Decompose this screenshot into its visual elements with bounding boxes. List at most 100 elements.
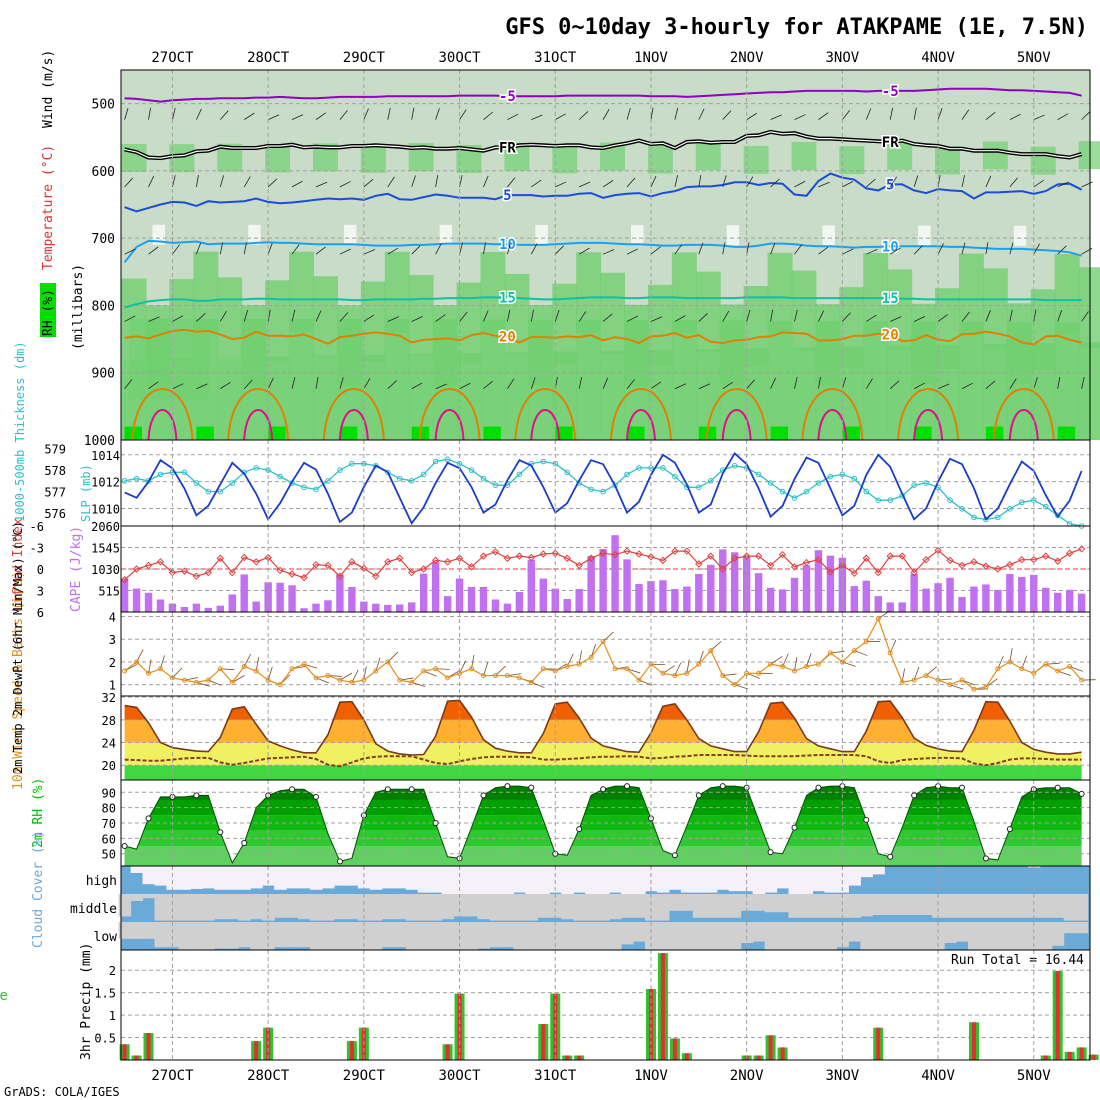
cape-bar	[994, 589, 1002, 612]
li-point	[826, 568, 835, 576]
thickness-point	[193, 480, 200, 486]
wind-barb	[267, 377, 274, 389]
rh-tick-label: 90	[102, 786, 116, 800]
pressure-tick-label: 700	[92, 232, 115, 247]
cloud-clear-cell	[633, 866, 646, 894]
cloud-clear-cell	[381, 894, 395, 920]
rh-band	[1054, 253, 1080, 335]
thickness-point	[731, 463, 738, 469]
panel-frame	[120, 439, 1091, 527]
cloud-clear-cell	[812, 922, 826, 950]
wind-barb	[770, 178, 780, 188]
cloud-clear-cell	[166, 866, 180, 890]
thickness-point	[624, 471, 630, 478]
cloud-clear-cell	[656, 894, 670, 921]
thickness-point	[959, 506, 965, 512]
wind-barb	[865, 108, 872, 120]
date-label-bottom: 5NOV	[1017, 1068, 1051, 1084]
wind10-point	[313, 675, 319, 681]
li-point	[479, 552, 488, 560]
cape-bar	[288, 585, 296, 612]
wind-barb	[842, 312, 851, 322]
wind-barb	[1033, 377, 1038, 389]
li-point	[384, 558, 392, 566]
rh-band	[839, 146, 865, 175]
rh-band-moist	[914, 426, 932, 440]
li-point	[575, 561, 583, 570]
isotherm-label: 15	[882, 291, 899, 307]
thickness-point	[492, 482, 499, 488]
wind-barb	[435, 175, 439, 187]
li-point	[1053, 557, 1062, 565]
li-point	[491, 548, 500, 556]
wind-barb	[435, 314, 446, 322]
cape-bar	[467, 586, 476, 612]
precip-conv-bar	[971, 1022, 976, 1060]
wind-barb	[961, 382, 973, 390]
thickness-point	[265, 467, 271, 473]
precip-conv-bar	[780, 1047, 785, 1060]
wind-barb	[220, 381, 231, 390]
cloud-clear-cell	[1039, 894, 1053, 918]
thickness-point	[791, 495, 798, 501]
thickness-point	[767, 480, 774, 486]
cape-bar	[1053, 592, 1062, 612]
thickness-point	[432, 458, 439, 465]
rh-band	[767, 320, 793, 440]
cloud-clear-cell	[286, 894, 299, 918]
isotherm-arch-25	[243, 409, 274, 441]
wind10-point	[1043, 661, 1049, 667]
precip-conv-bar	[768, 1035, 773, 1060]
cloud-clear-cell	[310, 866, 323, 890]
precip-conv-bar	[122, 1044, 127, 1060]
wind-barb	[650, 107, 654, 120]
wind-barb	[578, 111, 589, 120]
wind10-line	[124, 617, 1083, 690]
cloud-clear-cell	[321, 922, 335, 950]
cape-bar	[635, 584, 643, 612]
li-point	[790, 563, 799, 571]
cloud-clear-cell	[585, 922, 598, 950]
wind10-point	[146, 670, 152, 676]
cloud-clear-cell	[692, 866, 706, 893]
wind-barb	[339, 312, 349, 322]
cloud-clear-cell	[250, 894, 263, 920]
cloud-clear-cell	[190, 922, 203, 950]
cloud-clear-cell	[728, 866, 742, 892]
cloud-clear-cell	[979, 922, 993, 950]
date-label-top: 31OCT	[534, 50, 577, 66]
isotherm-arch-25	[338, 409, 369, 441]
chart-title: GFS 0~10day 3-hourly for ATAKPAME (1E, 7…	[505, 15, 1088, 40]
wind-barb	[1009, 242, 1014, 255]
wind-barb	[315, 376, 319, 389]
wind-barb	[219, 175, 225, 188]
cloud-clear-cell	[991, 922, 1005, 950]
wind-barb	[698, 175, 702, 187]
wind-tick-label: 2	[109, 656, 116, 670]
isotherm-arch-25	[1008, 409, 1039, 441]
li-point	[970, 558, 978, 566]
thickness-point	[277, 473, 283, 480]
thickness-point	[349, 460, 355, 467]
wind-barb	[842, 180, 854, 188]
rh-band	[887, 141, 913, 170]
cloud-clear-cell	[561, 894, 574, 920]
cape-bar	[144, 592, 153, 612]
cloud-clear-cell	[860, 922, 873, 950]
thickness-line	[124, 458, 1082, 527]
cape-bar	[946, 577, 954, 612]
wind-barb	[196, 313, 206, 322]
wind-barb	[1033, 309, 1037, 322]
thickness-point	[313, 486, 319, 493]
wind-barb	[267, 114, 280, 121]
cloud-clear-cell	[549, 894, 562, 918]
li-point	[742, 552, 751, 560]
wind-barb	[985, 380, 996, 390]
precip-conv-bar	[553, 993, 558, 1060]
wind-barb	[554, 245, 565, 255]
wind-barb	[841, 377, 847, 389]
li-point	[982, 562, 990, 570]
wind-barb	[507, 309, 511, 322]
thickness-point	[564, 469, 571, 476]
cloud-clear-cell	[441, 922, 455, 950]
